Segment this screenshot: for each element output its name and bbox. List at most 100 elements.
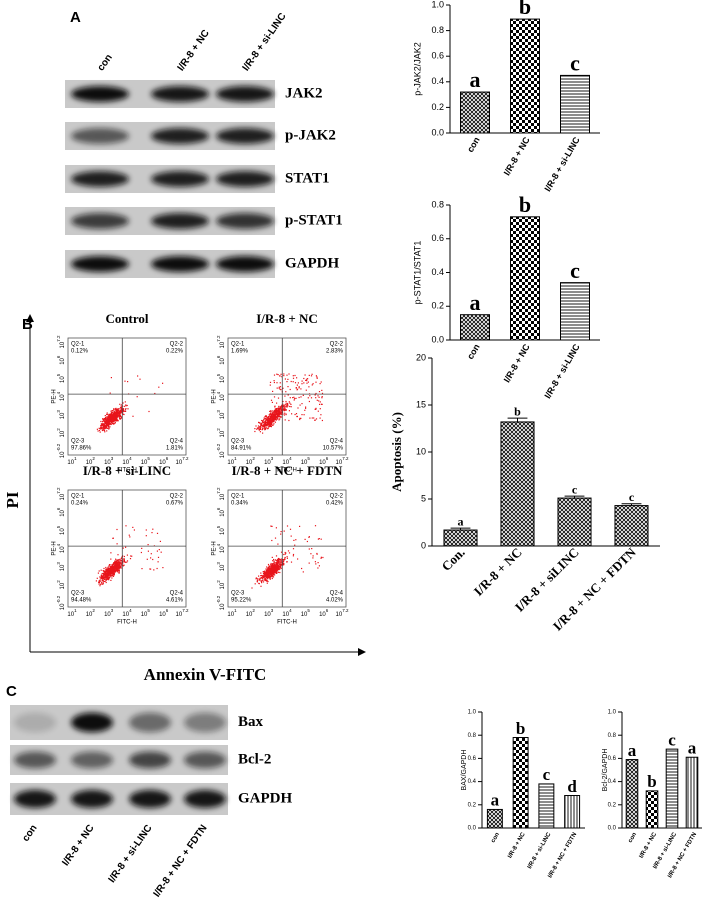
flow-event [152,559,153,560]
flow-event [116,566,117,567]
flow-event [114,570,115,571]
flow-event [258,583,259,584]
flow-tick-label: 102 [56,428,65,438]
flow-tick-label: 10-0.2 [56,443,65,458]
x-tick-label: con [465,135,482,154]
y-tick-label: 0.0 [431,334,444,344]
y-tick-label: 1.0 [468,710,477,716]
flow-title: I/R-8 + NC + FDTN [232,463,343,478]
flow-event [285,419,286,420]
flow-event [272,421,273,422]
flow-event [261,425,262,426]
flow-event [132,416,133,417]
flow-event [273,568,274,569]
bar [626,760,638,828]
flow-tick-label: 105 [216,373,225,383]
flow-event [284,559,285,560]
flow-event [110,423,111,424]
flow-frame [68,490,186,607]
flow-event [137,396,138,397]
flow-event [105,569,106,570]
flow-event [150,569,151,570]
flow-tick-label: 106 [56,507,65,517]
flow-event [116,418,117,419]
flow-event [113,409,114,410]
flow-event [124,381,125,382]
flow-event [125,401,126,402]
flow-event [270,423,271,424]
flow-event [274,570,275,571]
flow-event [100,427,101,428]
flow-event [116,413,117,414]
quadrant-percent: 0.42% [326,501,344,507]
flow-event [99,570,100,571]
flow-event [275,417,276,418]
flow-event [109,420,110,421]
tick-exp: 6 [56,355,61,358]
flow-event [105,578,106,579]
flow-event [276,417,277,418]
flow-event [266,424,267,425]
flow-event [260,573,261,574]
flow-tick-label: 103 [104,608,114,617]
flow-event [313,555,314,556]
flow-event [260,578,261,579]
flow-event [280,386,281,387]
flow-event [265,579,266,580]
flow-event [111,577,112,578]
bar [561,75,590,133]
flow-event [125,547,126,548]
lane-label: con [20,823,39,844]
flow-event [274,417,275,418]
flow-event [103,573,104,574]
y-axis-label: p-STAT1/STAT1 [412,241,422,305]
flow-event [108,424,109,425]
flow-title: I/R-8 + NC [256,311,318,326]
significance-letter: c [668,730,676,749]
flow-tick-label: 104 [282,608,292,617]
flow-event [310,553,311,554]
flow-event [294,398,295,399]
tick-exp: 4 [289,456,292,461]
flow-event [318,400,319,401]
quadrant-name: Q2-3 [71,591,85,597]
flow-tick-label: 103 [216,410,225,420]
flow-event [286,561,287,562]
flow-event [286,414,287,415]
significance-letter: c [629,490,635,504]
flow-event [112,416,113,417]
flow-event [276,560,277,561]
blot-band [151,213,209,229]
lane-label: I/R-8 + NC [176,28,212,73]
blot-band [184,790,226,808]
flow-event [270,569,271,570]
bar-chart: 0.00.20.40.60.8p-STAT1/STAT1aconbI/R-8 +… [412,192,600,400]
flow-event [123,565,124,566]
flow-event [98,583,99,584]
tick-exp: 3 [56,562,61,565]
flow-event [260,428,261,429]
flow-x-label: FITC-H [117,620,137,626]
flow-event [272,425,273,426]
flow-event [110,413,111,414]
flow-event [296,377,297,378]
flow-event [280,562,281,563]
quadrant-percent: 4.02% [326,598,344,604]
flow-event [125,409,126,410]
flow-tick-label: 103 [56,410,65,420]
flow-event [146,529,147,530]
flow-event [300,396,301,397]
flow-event [318,411,319,412]
flow-event [110,418,111,419]
tick-exp: 1 [74,608,77,613]
y-tick-label: 0.0 [431,127,444,137]
quadrant-name: Q2-2 [170,494,184,500]
blot-band [151,256,209,272]
y-tick-label: 0.0 [468,826,477,832]
flow-event [316,553,317,554]
tick-exp: 7.2 [56,335,61,342]
flow-event [300,388,301,389]
flow-event [271,526,272,527]
flow-event [263,420,264,421]
flow-event [281,414,282,415]
